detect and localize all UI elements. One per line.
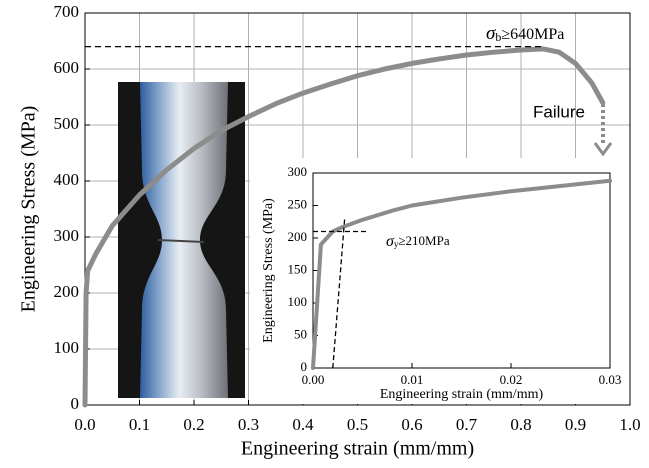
x-tick-label: 0.6 [401,415,422,434]
x-tick-label: 0.3 [238,415,259,434]
x-axis-label: Engineering strain (mm/mm) [241,438,474,460]
stress-strain-curve [82,46,606,408]
annotation-text: ≥640MPa [501,26,564,43]
y-axis-label: Engineering Stress (MPa) [261,198,276,343]
x-tick-label: 0.7 [456,415,478,434]
y-tick-label: 700 [54,2,80,21]
y-tick-label: 200 [288,229,308,244]
annotation-symbol: σ [386,233,395,250]
x-tick-label: 0.00 [302,372,325,387]
y-tick-label: 300 [54,226,80,245]
y-tick-label: 400 [54,170,80,189]
x-tick-label: 1.0 [619,415,640,434]
annotation: σb≥640MPa [486,23,564,44]
y-tick-label: 250 [288,196,308,211]
photo-fracture [157,239,205,243]
x-axis-label: Engineering strain (mm/mm) [380,387,544,402]
failure-arrowhead [593,142,613,157]
plot-frame [312,172,611,369]
y-axis-label: Engineering Stress (MPa) [18,106,40,313]
y-tick-label: 100 [288,294,308,309]
x-tick-label: 0.4 [292,415,314,434]
x-tick-label: 0.1 [129,415,150,434]
inset-background [250,158,636,404]
x-tick-label: 0.5 [347,415,368,434]
annotation: σy≥210MPa [386,233,450,250]
y-tick-label: 50 [294,326,307,341]
x-tick-label: 0.02 [500,372,523,387]
stress-strain-curve [311,178,612,370]
plot-frame [84,12,631,406]
x-tick-label: 0.9 [565,415,586,434]
y-tick-label: 600 [54,58,80,77]
y-tick-label: 300 [288,164,308,179]
annotation-text: ≥210MPa [398,233,449,248]
x-tick-label: 0.8 [510,415,531,434]
y-tick-label: 500 [54,114,80,133]
x-tick-label: 0.2 [183,415,204,434]
y-tick-label: 150 [288,261,308,276]
x-tick-label: 0.0 [74,415,95,434]
y-tick-label: 200 [54,282,80,301]
photo-specimen [140,82,228,398]
offset-line [332,218,346,369]
x-tick-label: 0.01 [401,372,424,387]
annotation: Failure [533,102,585,121]
annotation-symbol: σ [486,23,496,44]
y-tick-label: 0 [301,359,308,374]
annotation-subscript: b [495,30,501,44]
annotation-subscript: y [394,239,399,249]
x-tick-label: 0.03 [599,372,622,387]
y-tick-label: 100 [54,338,80,357]
y-tick-label: 0 [71,394,80,413]
